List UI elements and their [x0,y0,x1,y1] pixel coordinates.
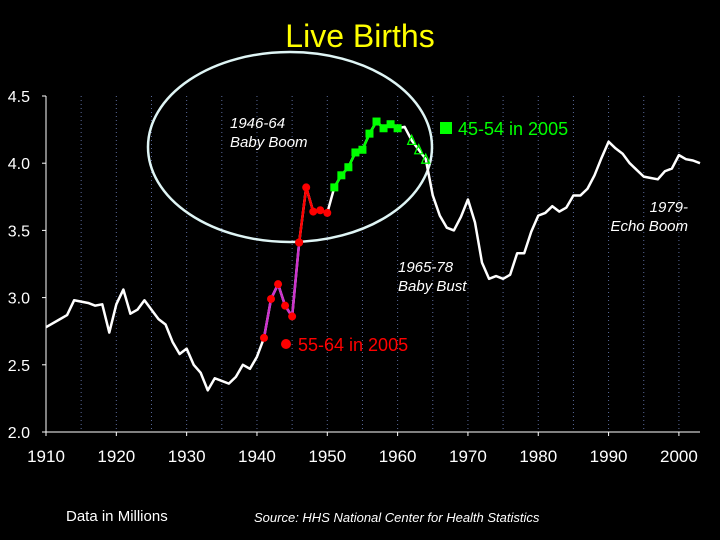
y-tick-label: 3.0 [8,291,30,308]
point-55-64 [267,294,276,303]
x-tick-label: 1910 [27,447,65,466]
annotation-text: Baby Bust [398,278,467,295]
series-line-55-64 [262,242,301,339]
x-tick-label: 1990 [590,447,628,466]
tick-labels-layer: 2.0 2.5 3.0 3.5 4.0 4.5 1910 1920 1930 1940 1950 19… [8,89,698,466]
annotation-text: 1979- [650,199,688,216]
grid-layer [80,96,680,432]
triangle-marker [406,133,417,146]
point-45-54 [372,117,381,126]
point-55-64 [260,333,268,342]
y-tick-label: 4.5 [8,89,30,106]
x-tick-label: 1920 [97,447,135,466]
legend-marker-square [440,122,452,134]
units-note: Data in Millions [66,508,168,525]
annotation-text: Echo Boom [610,218,688,235]
point-45-54 [330,183,339,192]
axes-layer [42,95,700,436]
point-45-54 [358,145,367,154]
triangle-marker [420,152,431,164]
point-boom-start [323,208,332,217]
point-45-54 [351,148,360,157]
y-tick-label: 4.0 [8,156,30,173]
point-45-54 [379,124,388,133]
legend-label: 55-64 in 2005 [298,335,408,355]
x-tick-label: 1960 [379,447,417,466]
legend-label: 45-54 in 2005 [458,119,568,139]
point-45-54 [393,124,402,133]
x-tick-label: 2000 [660,447,698,466]
triangle-marker [413,143,424,155]
point-55-64 [288,312,297,321]
point-55-64 [281,301,290,310]
point-boom-start [316,206,325,215]
annotation-text: 1965-78 [398,259,454,276]
legend-marker-circle [281,339,291,349]
point-boom-start [295,238,304,247]
source-note: Source: HHS National Center for Health S… [254,510,540,525]
annotation-text: Baby Boom [230,134,308,151]
point-45-54 [365,129,374,138]
point-45-54 [386,120,395,129]
annotations-layer: 1946-64 Baby Boom 1965-78 Baby Bust 1979- Ech… [230,115,688,295]
annotation-text: 1946-64 [230,115,285,132]
x-tick-label: 1980 [519,447,557,466]
point-boom-start [302,183,311,192]
markers-layer [260,117,431,342]
baby-boom-ellipse [146,50,434,244]
point-boom-start [309,207,318,216]
point-45-54 [337,171,346,180]
point-55-64 [274,280,283,289]
y-tick-label: 3.5 [8,223,30,240]
x-tick-label: 1950 [308,447,346,466]
point-45-54 [344,163,353,172]
x-tick-label: 1940 [238,447,276,466]
x-tick-label: 1970 [449,447,487,466]
chart-title: Live Births [285,18,435,54]
x-tick-label: 1930 [168,447,206,466]
legend-layer: 45-54 in 2005 55-64 in 2005 [281,119,568,355]
y-tick-label: 2.5 [8,358,30,375]
y-tick-label: 2.0 [8,425,30,442]
